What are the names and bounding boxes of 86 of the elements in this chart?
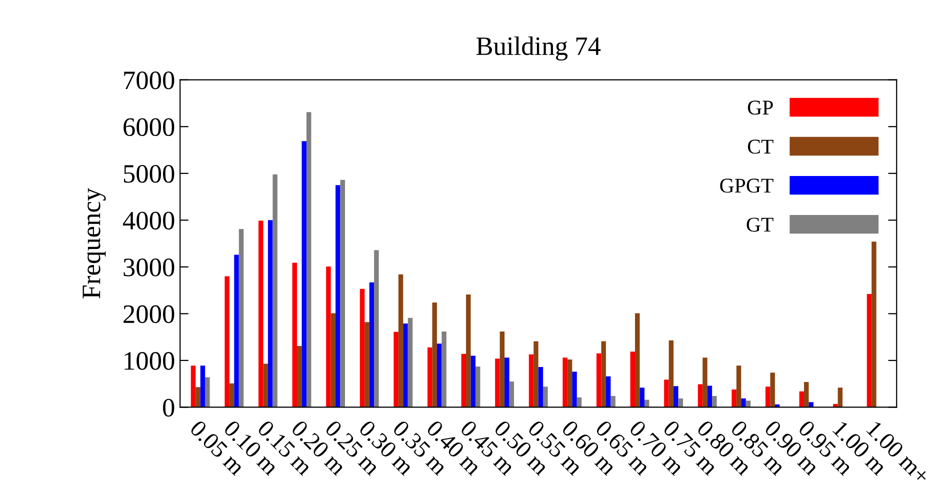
bar [224,276,230,408]
bar [534,341,538,408]
bar [272,174,278,408]
bar [543,386,548,408]
bar [741,398,746,408]
bar [610,396,616,408]
bar [374,250,379,408]
bar [640,388,644,408]
bar [770,372,775,408]
bar [461,354,466,408]
bar [668,340,674,408]
bar [427,347,432,408]
bar [736,366,742,408]
bar [495,358,500,408]
bar [572,372,577,408]
bar [712,396,717,408]
bar [268,220,273,408]
bar [196,387,200,408]
bar [229,383,234,408]
bar [258,220,264,408]
y-axis-title: Frequency [82,188,106,298]
bar [436,344,442,408]
y-tick-label: 2000 [124,305,174,324]
bar [408,318,413,408]
bar [866,294,872,408]
y-tick-label: 1000 [124,352,174,370]
bar [302,141,306,408]
bar [297,346,302,408]
bar [664,380,669,408]
bar [538,366,544,408]
bar [442,331,446,408]
bar [340,180,346,408]
bar [509,381,514,408]
legend-label: GPGT [720,178,774,193]
bar [698,384,703,408]
y-tick-label: 7000 [124,71,174,90]
bar [364,322,370,408]
bar [190,366,196,408]
y-tick-label: 3000 [124,258,174,276]
bar [528,354,534,408]
bar [799,391,804,408]
bar [336,185,340,408]
bar [234,254,239,408]
bar [330,313,336,408]
bar [292,262,298,408]
bar [702,358,708,408]
bar [394,332,398,408]
bar [500,331,505,408]
bar [765,386,770,408]
bar [630,352,636,408]
bar [238,229,244,408]
legend-label: GT [746,218,774,232]
bar [808,402,814,408]
bar [205,377,210,408]
bar [567,360,572,408]
chart-title: Building 74 [476,36,601,61]
bar [398,274,404,408]
legend-label: GP [748,100,773,115]
bar [562,358,568,408]
bar [635,313,640,408]
bar [838,388,843,408]
bar [872,242,876,408]
y-tick-label: 0 [163,398,174,417]
bar [707,386,712,408]
bar [369,282,374,408]
bar [326,266,331,408]
bar [403,324,408,408]
bar [504,358,510,408]
bar [475,366,480,408]
bar [596,353,602,408]
bar [606,376,611,408]
bar [432,302,437,408]
bar [360,288,365,408]
bar [200,366,206,408]
bar [601,341,606,408]
legend-label: CT [748,140,774,154]
y-tick-label: 6000 [124,118,174,136]
bar [466,294,471,408]
y-tick-label: 5000 [124,164,174,183]
bar [263,364,268,408]
bar [306,112,312,408]
bar [674,386,678,408]
bar [804,382,809,408]
y-tick-label: 4000 [122,212,174,230]
bar [732,389,736,408]
bar [470,356,476,408]
